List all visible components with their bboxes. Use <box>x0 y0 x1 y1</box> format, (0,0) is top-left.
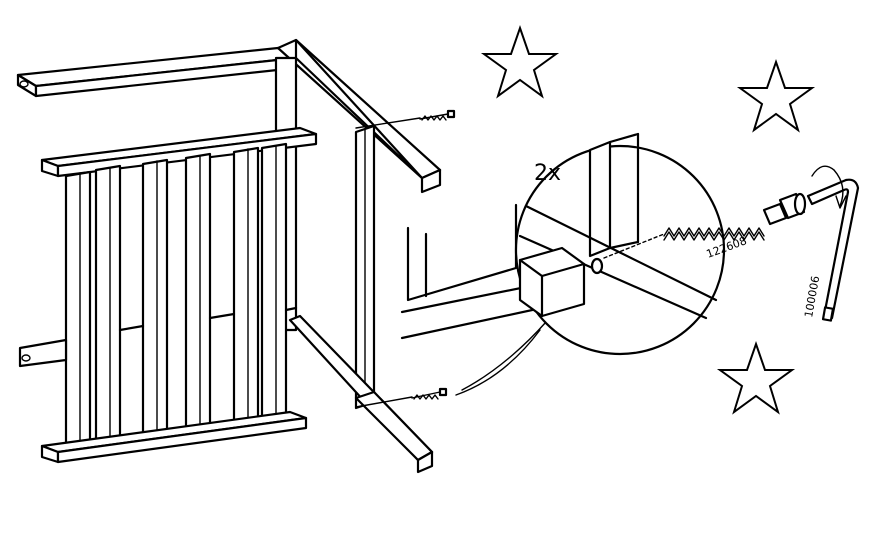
rotate-arrow-icon <box>811 165 847 209</box>
screw-icon <box>663 192 807 241</box>
screw-icon <box>419 109 456 121</box>
key-part-number: 100006 <box>802 275 822 319</box>
side-rail-right <box>276 38 442 194</box>
star-icon <box>716 340 796 415</box>
quantity-label: 2x <box>534 161 561 186</box>
slat-rail-bottom <box>40 410 308 464</box>
backrest-slats <box>64 142 288 448</box>
top-rail-upper <box>16 46 298 98</box>
side-rail-lower <box>288 314 434 474</box>
chair-frame <box>16 38 442 474</box>
hex-key-icon <box>806 178 860 322</box>
slat-rail-top <box>40 126 318 178</box>
screw-icon <box>411 387 448 400</box>
detail-callout <box>400 132 807 396</box>
slat-rail-middle <box>18 306 298 368</box>
star-icon <box>480 24 560 99</box>
front-leg <box>354 124 376 410</box>
star-icon <box>736 58 816 133</box>
